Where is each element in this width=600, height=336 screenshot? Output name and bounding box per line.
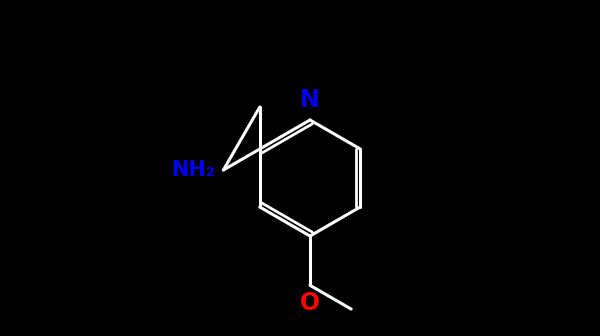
Text: O: O	[300, 291, 320, 315]
Text: N: N	[300, 88, 320, 112]
Text: NH₂: NH₂	[172, 160, 215, 180]
